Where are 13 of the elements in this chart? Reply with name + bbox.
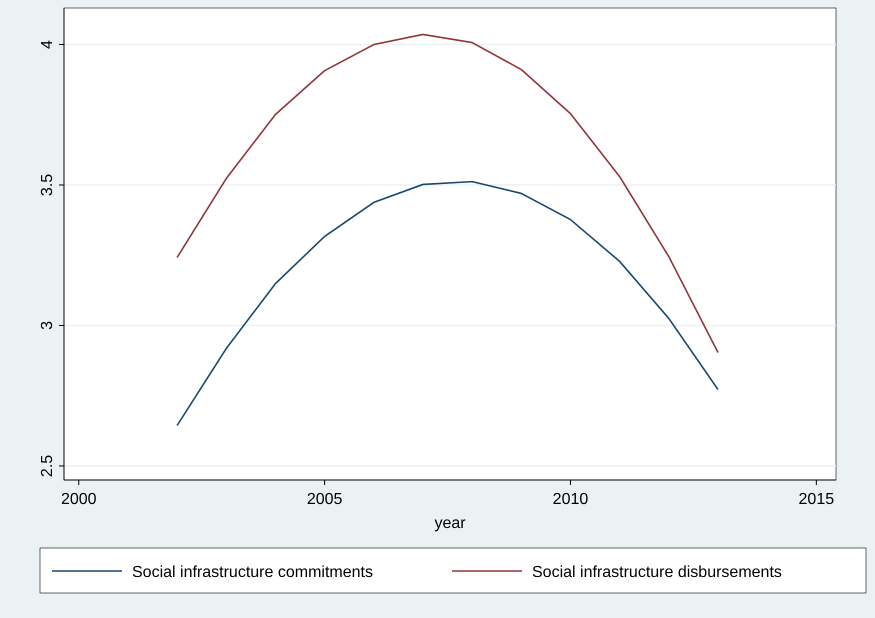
y-tick-label: 3.5 [39,174,56,196]
x-tick-label: 2010 [552,491,588,508]
y-tick-label: 3 [39,320,56,330]
legend-label: Social infrastructure commitments [132,564,373,581]
x-axis-title: year [434,515,466,532]
y-tick-label: 4 [39,40,56,49]
y-tick-label: 2.5 [39,454,56,478]
line-series [176,34,719,354]
legend-label: Social infrastructure disbursements [532,564,782,581]
x-tick-label: 2000 [60,491,97,508]
line-series [176,180,719,426]
x-tick-label: 2015 [798,491,834,508]
x-tick-label: 2005 [306,491,343,508]
